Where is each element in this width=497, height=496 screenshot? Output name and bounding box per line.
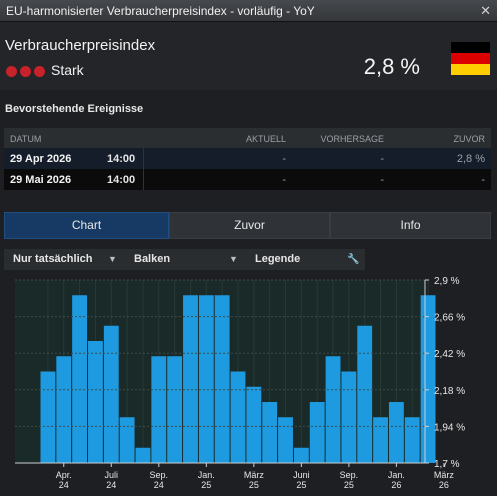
y-tick-label: 2,66 % <box>434 313 465 324</box>
x-tick-label-year: 25 <box>296 480 306 490</box>
tab-info[interactable]: Info <box>330 212 491 239</box>
bar <box>230 371 246 463</box>
window-titlebar: EU-harmonisierter Verbraucherpreisindex … <box>0 0 497 22</box>
event-forecast: - <box>380 174 384 186</box>
indicator-name: Verbraucherpreisindex <box>5 37 156 54</box>
table-row[interactable]: 29 Mai 2026 14:00 - - - <box>4 169 491 190</box>
flag-stripe-red <box>451 53 490 64</box>
bar <box>40 371 56 463</box>
tab-previous[interactable]: Zuvor <box>169 212 330 239</box>
event-time: 14:00 <box>107 153 136 165</box>
column-divider <box>143 148 144 169</box>
bar <box>151 356 167 463</box>
event-date: 29 Apr 2026 <box>10 153 72 165</box>
col-actual: AKTUELL <box>245 134 286 144</box>
importance-dot-icon <box>20 66 31 77</box>
x-tick-label-month: Sep. <box>340 470 359 480</box>
x-tick-label-year: 25 <box>344 480 354 490</box>
event-previous: 2,8 % <box>456 153 485 165</box>
event-actual: - <box>282 153 286 165</box>
bar <box>88 341 103 463</box>
bar <box>373 417 388 463</box>
legend-button[interactable]: Legende <box>255 253 301 265</box>
x-tick-label-month: März <box>434 470 454 480</box>
chart-type-dropdown[interactable]: Balken <box>134 253 171 265</box>
bar <box>103 325 119 463</box>
importance-label: Stark <box>51 62 84 78</box>
y-tick-label: 2,42 % <box>434 349 465 360</box>
chevron-down-icon[interactable]: ▼ <box>229 254 238 264</box>
x-tick-label-year: 25 <box>201 480 211 490</box>
events-title: Bevorstehende Ereignisse <box>5 103 144 115</box>
x-tick-label-year: 26 <box>391 480 401 490</box>
bar <box>167 356 183 463</box>
bar <box>420 295 436 463</box>
x-tick-label-month: Jan. <box>388 470 405 480</box>
tab-bar: Chart Zuvor Info <box>4 212 491 239</box>
indicator-value: 2,8 % <box>363 54 420 79</box>
event-date: 29 Mai 2026 <box>10 174 72 186</box>
x-tick-label-month: März <box>244 470 264 480</box>
column-divider <box>143 169 144 190</box>
y-tick-label: 2,9 % <box>434 276 460 287</box>
importance-dot-icon <box>34 66 45 77</box>
bar <box>198 295 214 463</box>
chevron-down-icon[interactable]: ▼ <box>108 254 117 264</box>
bar <box>357 325 373 463</box>
chart-toolbar: Nur tatsächlich ▼ Balken ▼ Legende 🔧 <box>4 249 365 270</box>
x-tick-label-year: 24 <box>59 480 69 490</box>
col-previous: ZUVOR <box>453 134 486 144</box>
events-table-header: DATUM AKTUELL VORHERSAGE ZUVOR <box>4 128 491 148</box>
y-tick-label: 1,94 % <box>434 422 465 433</box>
x-tick-label-month: Juli <box>105 470 119 480</box>
importance-dots <box>6 66 48 78</box>
bar <box>341 371 357 463</box>
importance-dot-icon <box>6 66 17 77</box>
bar <box>404 417 420 463</box>
x-tick-label-month: Jan. <box>198 470 215 480</box>
chart-area[interactable]: 2,9 % 2,66 % 2,42 % 2,18 % 1,94 % 1,7 % Apr. 24… <box>4 270 493 496</box>
flag-stripe-black <box>451 42 490 53</box>
event-actual: - <box>282 174 286 186</box>
x-tick-label-year: 25 <box>249 480 259 490</box>
bar <box>135 447 151 463</box>
filter-dropdown[interactable]: Nur tatsächlich <box>13 253 93 265</box>
window-title: EU-harmonisierter Verbraucherpreisindex … <box>6 4 315 18</box>
flag-stripe-gold <box>451 64 490 75</box>
bar <box>293 447 309 463</box>
bar <box>262 402 278 463</box>
bar-chart: 2,9 %2,66 %2,42 %2,18 %1,94 %1,7 %Apr.24… <box>15 276 465 490</box>
bar <box>183 295 198 463</box>
germany-flag-icon <box>451 42 490 75</box>
bar <box>214 295 230 463</box>
bar <box>56 356 72 463</box>
col-forecast: VORHERSAGE <box>320 134 384 144</box>
x-tick-label-year: 26 <box>439 480 449 490</box>
y-tick-label: 1,7 % <box>434 459 460 470</box>
col-date: DATUM <box>10 134 42 144</box>
x-tick-label-month: Apr. <box>56 470 72 480</box>
event-time: 14:00 <box>107 174 136 186</box>
x-tick-label-year: 24 <box>154 480 164 490</box>
bar <box>72 295 88 463</box>
events-table: DATUM AKTUELL VORHERSAGE ZUVOR 29 Apr 20… <box>4 128 491 190</box>
event-forecast: - <box>380 153 384 165</box>
bar <box>325 356 341 463</box>
indicator-header: Verbraucherpreisindex Stark 2,8 % <box>0 22 497 90</box>
bar <box>278 417 293 463</box>
bar <box>119 417 135 463</box>
event-previous: - <box>481 174 485 186</box>
x-tick-label-month: Sep. <box>150 470 169 480</box>
bar <box>309 402 325 463</box>
tab-chart[interactable]: Chart <box>4 212 169 239</box>
wrench-icon[interactable]: 🔧 <box>347 254 360 265</box>
table-row[interactable]: 29 Apr 2026 14:00 - - 2,8 % <box>4 148 491 169</box>
bar <box>246 386 262 463</box>
x-tick-label-year: 24 <box>106 480 116 490</box>
bar <box>388 402 404 463</box>
close-icon[interactable]: ✕ <box>480 3 491 18</box>
x-tick-label-month: Juni <box>293 470 310 480</box>
y-tick-label: 2,18 % <box>434 386 465 397</box>
